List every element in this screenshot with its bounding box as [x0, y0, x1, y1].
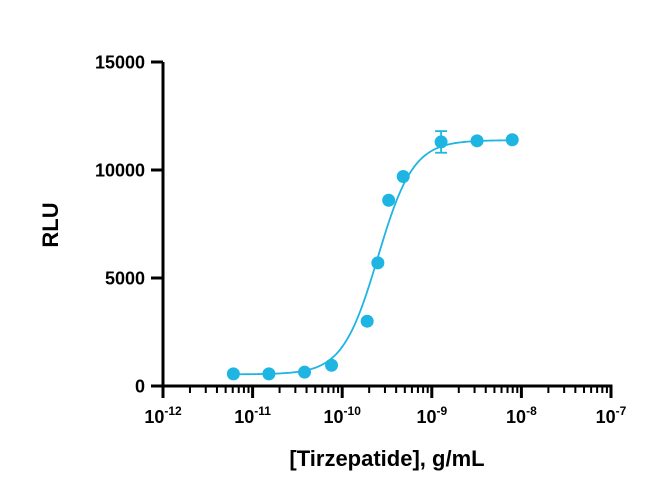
x-tick-label: 10-12 — [144, 404, 182, 427]
data-point — [470, 134, 484, 148]
data-point — [396, 169, 410, 183]
y-tick-label: 15000 — [95, 53, 145, 73]
data-point — [298, 365, 312, 379]
data-point — [371, 256, 385, 270]
y-axis-title: RLU — [38, 202, 63, 247]
x-tick-label: 10-8 — [506, 404, 537, 427]
y-tick-label: 5000 — [105, 269, 145, 289]
x-tick-label: 10-7 — [596, 404, 627, 427]
x-tick-label: 10-11 — [234, 404, 271, 427]
x-tick-label: 10-9 — [416, 404, 447, 427]
data-point — [325, 358, 339, 372]
data-point — [226, 367, 240, 381]
y-tick-label: 10000 — [95, 161, 145, 181]
data-point — [360, 314, 374, 328]
fit-curve — [232, 139, 513, 376]
axes: 0 5000 10000 15000 10-12 10-11 10-10 10-9 10-8 10… — [95, 53, 627, 428]
x-axis-title: [Tirzepatide], g/mL — [289, 446, 484, 471]
data-point — [262, 367, 276, 381]
data-point — [434, 135, 448, 149]
y-tick-label: 0 — [135, 377, 145, 397]
data-point — [505, 133, 519, 147]
x-tick-label: 10-10 — [324, 404, 362, 427]
plot-area — [226, 130, 519, 381]
data-point — [382, 193, 396, 207]
